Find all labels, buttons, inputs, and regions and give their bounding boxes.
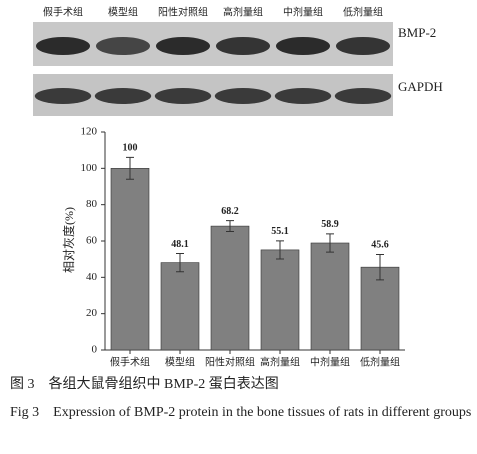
y-tick-label: 40 (86, 271, 98, 283)
lane-label: 假手术组 (43, 5, 83, 18)
x-tick-label: 阳性对照组 (205, 355, 255, 368)
blot-strip (33, 22, 393, 66)
caption-en: Fig 3 Expression of BMP-2 protein in the… (10, 405, 472, 420)
blot-band (274, 88, 332, 104)
blot-band (154, 88, 212, 104)
lane-label: 模型组 (108, 5, 138, 18)
blot-band (96, 37, 150, 55)
blot-band (216, 37, 270, 55)
x-tick-label: 高剂量组 (260, 355, 300, 368)
bar (210, 225, 250, 351)
error-bar (176, 253, 184, 273)
error-bar (376, 253, 384, 281)
error-bar (326, 233, 334, 253)
value-label: 68.2 (221, 206, 239, 217)
y-tick-label: 80 (86, 198, 98, 210)
blot-band (276, 37, 330, 55)
value-label: 48.1 (171, 239, 189, 250)
y-tick-label: 0 (92, 344, 98, 356)
error-bar (226, 220, 234, 233)
blot-band (214, 88, 272, 104)
band-label: BMP-2 (398, 25, 436, 40)
bar (110, 168, 150, 351)
x-tick-label: 假手术组 (110, 355, 150, 368)
blot-strip (33, 74, 393, 116)
value-label: 45.6 (371, 240, 389, 251)
y-tick-label: 120 (81, 126, 98, 138)
bar (310, 242, 350, 351)
x-tick-label: 低剂量组 (360, 355, 400, 368)
blot-band (94, 88, 152, 104)
y-tick-label: 100 (81, 162, 98, 174)
y-tick-label: 60 (86, 235, 98, 247)
lane-label: 高剂量组 (223, 5, 263, 18)
blot-band (336, 37, 390, 55)
error-bar (276, 240, 284, 260)
bar (360, 266, 400, 351)
lane-label: 中剂量组 (283, 5, 323, 18)
band-label: GAPDH (398, 79, 443, 94)
lane-label: 阳性对照组 (158, 5, 208, 18)
lane-label: 低剂量组 (343, 5, 383, 18)
x-tick-label: 模型组 (165, 355, 195, 368)
blot-band (36, 37, 90, 55)
x-tick-label: 中剂量组 (310, 355, 350, 368)
caption-cn: 图 3 各组大鼠骨组织中 BMP-2 蛋白表达图 (10, 377, 279, 392)
error-bar (126, 156, 134, 180)
bar (260, 249, 300, 351)
value-label: 55.1 (271, 226, 289, 237)
y-tick-label: 20 (86, 307, 98, 319)
blot-band (34, 88, 92, 104)
bar (160, 262, 200, 351)
value-label: 100 (123, 143, 138, 154)
y-axis-label: 相对灰度(%) (61, 207, 76, 273)
blot-band (334, 88, 392, 104)
figure: BMP-2 GAPDH 相对灰度(%) 假手术组 模型组 阳性对照组 高剂量组 中剂量组… (33, 5, 443, 368)
blot-band (156, 37, 210, 55)
value-label: 58.9 (321, 219, 339, 230)
